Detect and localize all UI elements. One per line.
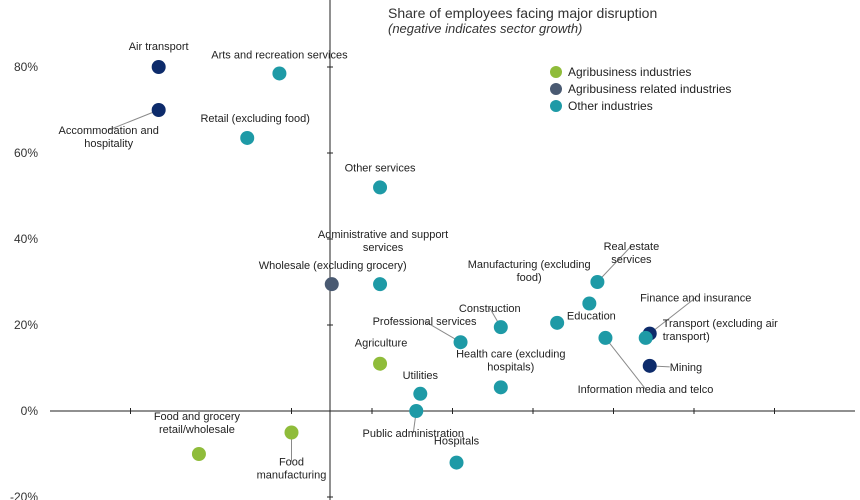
point-label-mining: Mining — [670, 362, 702, 374]
leader-line — [597, 245, 632, 283]
leader-line — [649, 297, 697, 334]
chart-title: Share of employees facing major disrupti… — [388, 5, 657, 21]
legend-label: Agribusiness related industries — [568, 82, 731, 96]
point-label-manufacturing-excluding-food: Manufacturing (excluding food) — [468, 259, 591, 284]
legend-label: Agribusiness industries — [568, 65, 691, 79]
point-label-agriculture: Agriculture — [355, 338, 408, 350]
point-label-construction: Construction — [459, 303, 521, 315]
axes: 80% 60% 40% 20% 0% -20% — [10, 0, 855, 500]
point-label-food-manufacturing: Food manufacturing — [257, 457, 327, 482]
legend-marker — [550, 100, 562, 112]
point-label-transport-excluding-air-transport: Transport (excluding air transport) — [663, 318, 778, 343]
chart-subtitle: (negative indicates sector growth) — [388, 21, 582, 36]
point-arts-and-recreation-services — [272, 66, 287, 81]
legend-label: Other industries — [568, 99, 653, 113]
data-points — [151, 60, 657, 470]
point-utilities — [413, 386, 428, 401]
point-hospitals — [449, 455, 464, 470]
point-transport-excluding-air-transport — [638, 330, 653, 345]
point-mining — [642, 358, 657, 373]
point-label-public-administration: Public administration — [363, 428, 465, 440]
point-real-estate-services — [590, 275, 605, 289]
point-construction — [493, 320, 508, 335]
point-manufacturing-excluding-food — [550, 315, 565, 330]
point-label-information-media-and-telco: Information media and telco — [578, 384, 714, 396]
point-education — [582, 296, 597, 311]
y-tick-label: 40% — [14, 232, 38, 246]
y-tick-label: -20% — [10, 490, 38, 500]
point-label-finance-and-insurance: Finance and insurance — [640, 293, 751, 305]
x-axis-ticks — [130, 408, 775, 414]
point-label-health-care-excluding-hospitals: Health care (excluding hospitals) — [456, 348, 565, 373]
y-axis-ticks: 80% 60% 40% 20% 0% -20% — [10, 60, 333, 500]
legend-marker — [550, 66, 562, 78]
point-agriculture — [373, 356, 388, 371]
point-wholesale-excluding-grocery — [324, 277, 339, 292]
y-tick-label: 60% — [14, 146, 38, 160]
point-label-wholesale-excluding-grocery: Wholesale (excluding grocery) — [259, 260, 407, 272]
point-label-utilities: Utilities — [403, 370, 439, 382]
point-air-transport — [151, 60, 166, 74]
y-tick-label: 20% — [14, 318, 38, 332]
legend-marker — [550, 83, 562, 95]
point-labels: Air transport Arts and recreation service… — [59, 41, 779, 482]
point-other-services — [373, 180, 388, 195]
point-information-media-and-telco — [598, 330, 613, 345]
point-label-retail-excluding-food: Retail (excluding food) — [200, 113, 309, 125]
y-tick-label: 0% — [21, 404, 39, 418]
point-label-professional-services: Professional services — [373, 316, 477, 328]
point-food-manufacturing — [284, 425, 299, 440]
point-accommodation-and-hospitality — [151, 103, 166, 117]
point-label-arts-and-recreation-services: Arts and recreation services — [211, 49, 348, 61]
point-administrative-and-support-services — [373, 277, 388, 292]
point-professional-services — [453, 335, 468, 350]
legend: Agribusiness industries Agribusiness rela… — [550, 65, 731, 113]
leader-line — [108, 109, 159, 131]
point-label-air-transport: Air transport — [129, 41, 189, 53]
point-label-education: Education — [567, 311, 616, 323]
point-health-care-excluding-hospitals — [493, 380, 508, 395]
point-label-other-services: Other services — [345, 162, 416, 174]
point-label-real-estate-services: Real estate services — [604, 241, 660, 266]
point-label-accommodation-and-hospitality: Accommodation and hospitality — [59, 125, 159, 150]
point-public-administration — [409, 404, 424, 418]
leader-line — [605, 337, 646, 390]
point-food-and-grocery-retail-wholesale — [191, 447, 206, 461]
point-label-food-and-grocery-retail-wholesale: Food and grocery retail/wholesale — [154, 411, 241, 436]
point-label-administrative-and-support-services: Administrative and support services — [318, 229, 448, 254]
point-label-hospitals: Hospitals — [434, 436, 480, 448]
point-retail-excluding-food — [240, 130, 255, 145]
leader-lines — [108, 109, 697, 462]
y-tick-label: 80% — [14, 60, 38, 74]
